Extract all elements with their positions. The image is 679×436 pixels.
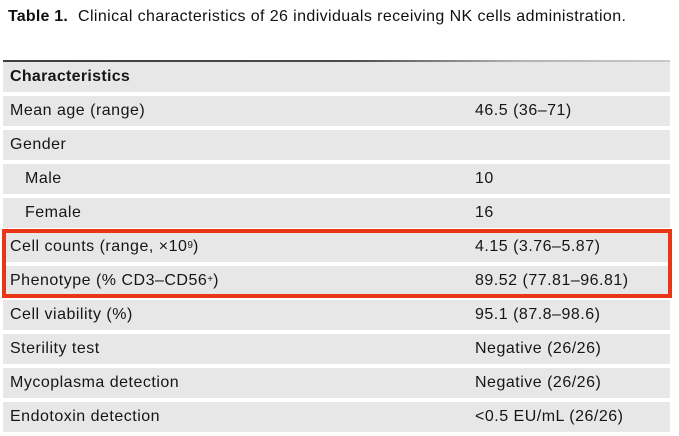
row-value: Negative (26/26) bbox=[475, 340, 602, 357]
row-label-text: Male bbox=[25, 170, 62, 187]
row-value: 46.5 (36–71) bbox=[475, 102, 572, 119]
table-top-rule bbox=[3, 60, 670, 62]
row-label-text: Cell viability (%) bbox=[10, 306, 133, 323]
row-label-text: ) bbox=[213, 272, 219, 289]
table-row: Mycoplasma detection Negative (26/26) bbox=[3, 368, 670, 398]
table-row: Phenotype (% CD3–CD56 +) 89.52 (77.81–96.8… bbox=[3, 266, 670, 296]
row-value: 16 bbox=[475, 204, 494, 221]
row-label-text: Female bbox=[25, 204, 82, 221]
table-caption-text: Clinical characteristics of 26 individua… bbox=[78, 8, 627, 25]
row-value: 89.52 (77.81–96.81) bbox=[475, 272, 629, 289]
row-label: Cell counts (range, ×10 9) bbox=[10, 238, 199, 255]
table-header-row: Characteristics bbox=[3, 62, 670, 92]
row-value: <0.5 EU/mL (26/26) bbox=[475, 408, 624, 425]
row-value: 4.15 (3.76–5.87) bbox=[475, 238, 601, 255]
row-label: Male bbox=[25, 164, 62, 194]
row-value: 10 bbox=[475, 170, 494, 187]
row-value: Negative (26/26) bbox=[475, 374, 602, 391]
row-label: Mycoplasma detection bbox=[10, 368, 179, 398]
row-label-text: ) bbox=[192, 238, 199, 255]
row-label: Phenotype (% CD3–CD56 +) bbox=[10, 272, 219, 289]
row-label-text: Mean age (range) bbox=[10, 102, 146, 119]
row-label-text: Gender bbox=[10, 136, 67, 153]
row-label: Mean age (range) bbox=[10, 96, 145, 126]
row-label-text: Endotoxin detection bbox=[10, 408, 161, 425]
table-row: Female 16 bbox=[3, 198, 670, 228]
row-label: Female bbox=[25, 198, 81, 228]
row-value: 95.1 (87.8–98.6) bbox=[475, 306, 601, 323]
row-label-text: Mycoplasma detection bbox=[10, 374, 180, 391]
column-header-characteristics: Characteristics bbox=[10, 68, 131, 85]
clinical-characteristics-table: Characteristics Mean age (range) 46.5 (36… bbox=[3, 62, 670, 436]
row-label: Endotoxin detection bbox=[10, 402, 160, 432]
row-label-text: Sterility test bbox=[10, 340, 100, 357]
table-row: Cell viability (%) 95.1 (87.8–98.6) bbox=[3, 300, 670, 330]
table-row: Mean age (range) 46.5 (36–71) bbox=[3, 96, 670, 126]
table-row: Male 10 bbox=[3, 164, 670, 194]
table-number: Table 1. bbox=[8, 8, 68, 25]
table-row: Endotoxin detection <0.5 EU/mL (26/26) bbox=[3, 402, 670, 432]
table-row: Cell counts (range, ×10 9) 4.15 (3.76–5.87… bbox=[3, 232, 670, 262]
table-body: Mean age (range) 46.5 (36–71) Gender Male 10… bbox=[3, 96, 670, 432]
table-row: Gender bbox=[3, 130, 670, 160]
row-label: Sterility test bbox=[10, 334, 100, 364]
table-row: Sterility test Negative (26/26) bbox=[3, 334, 670, 364]
table-caption: Table 1. Clinical characteristics of 26 i… bbox=[8, 4, 653, 29]
row-label: Cell viability (%) bbox=[10, 300, 133, 330]
row-label-text: Cell counts (range, ×10 bbox=[10, 238, 188, 255]
row-label: Gender bbox=[10, 130, 66, 160]
row-label-text: Phenotype (% CD3–CD56 bbox=[10, 272, 208, 289]
